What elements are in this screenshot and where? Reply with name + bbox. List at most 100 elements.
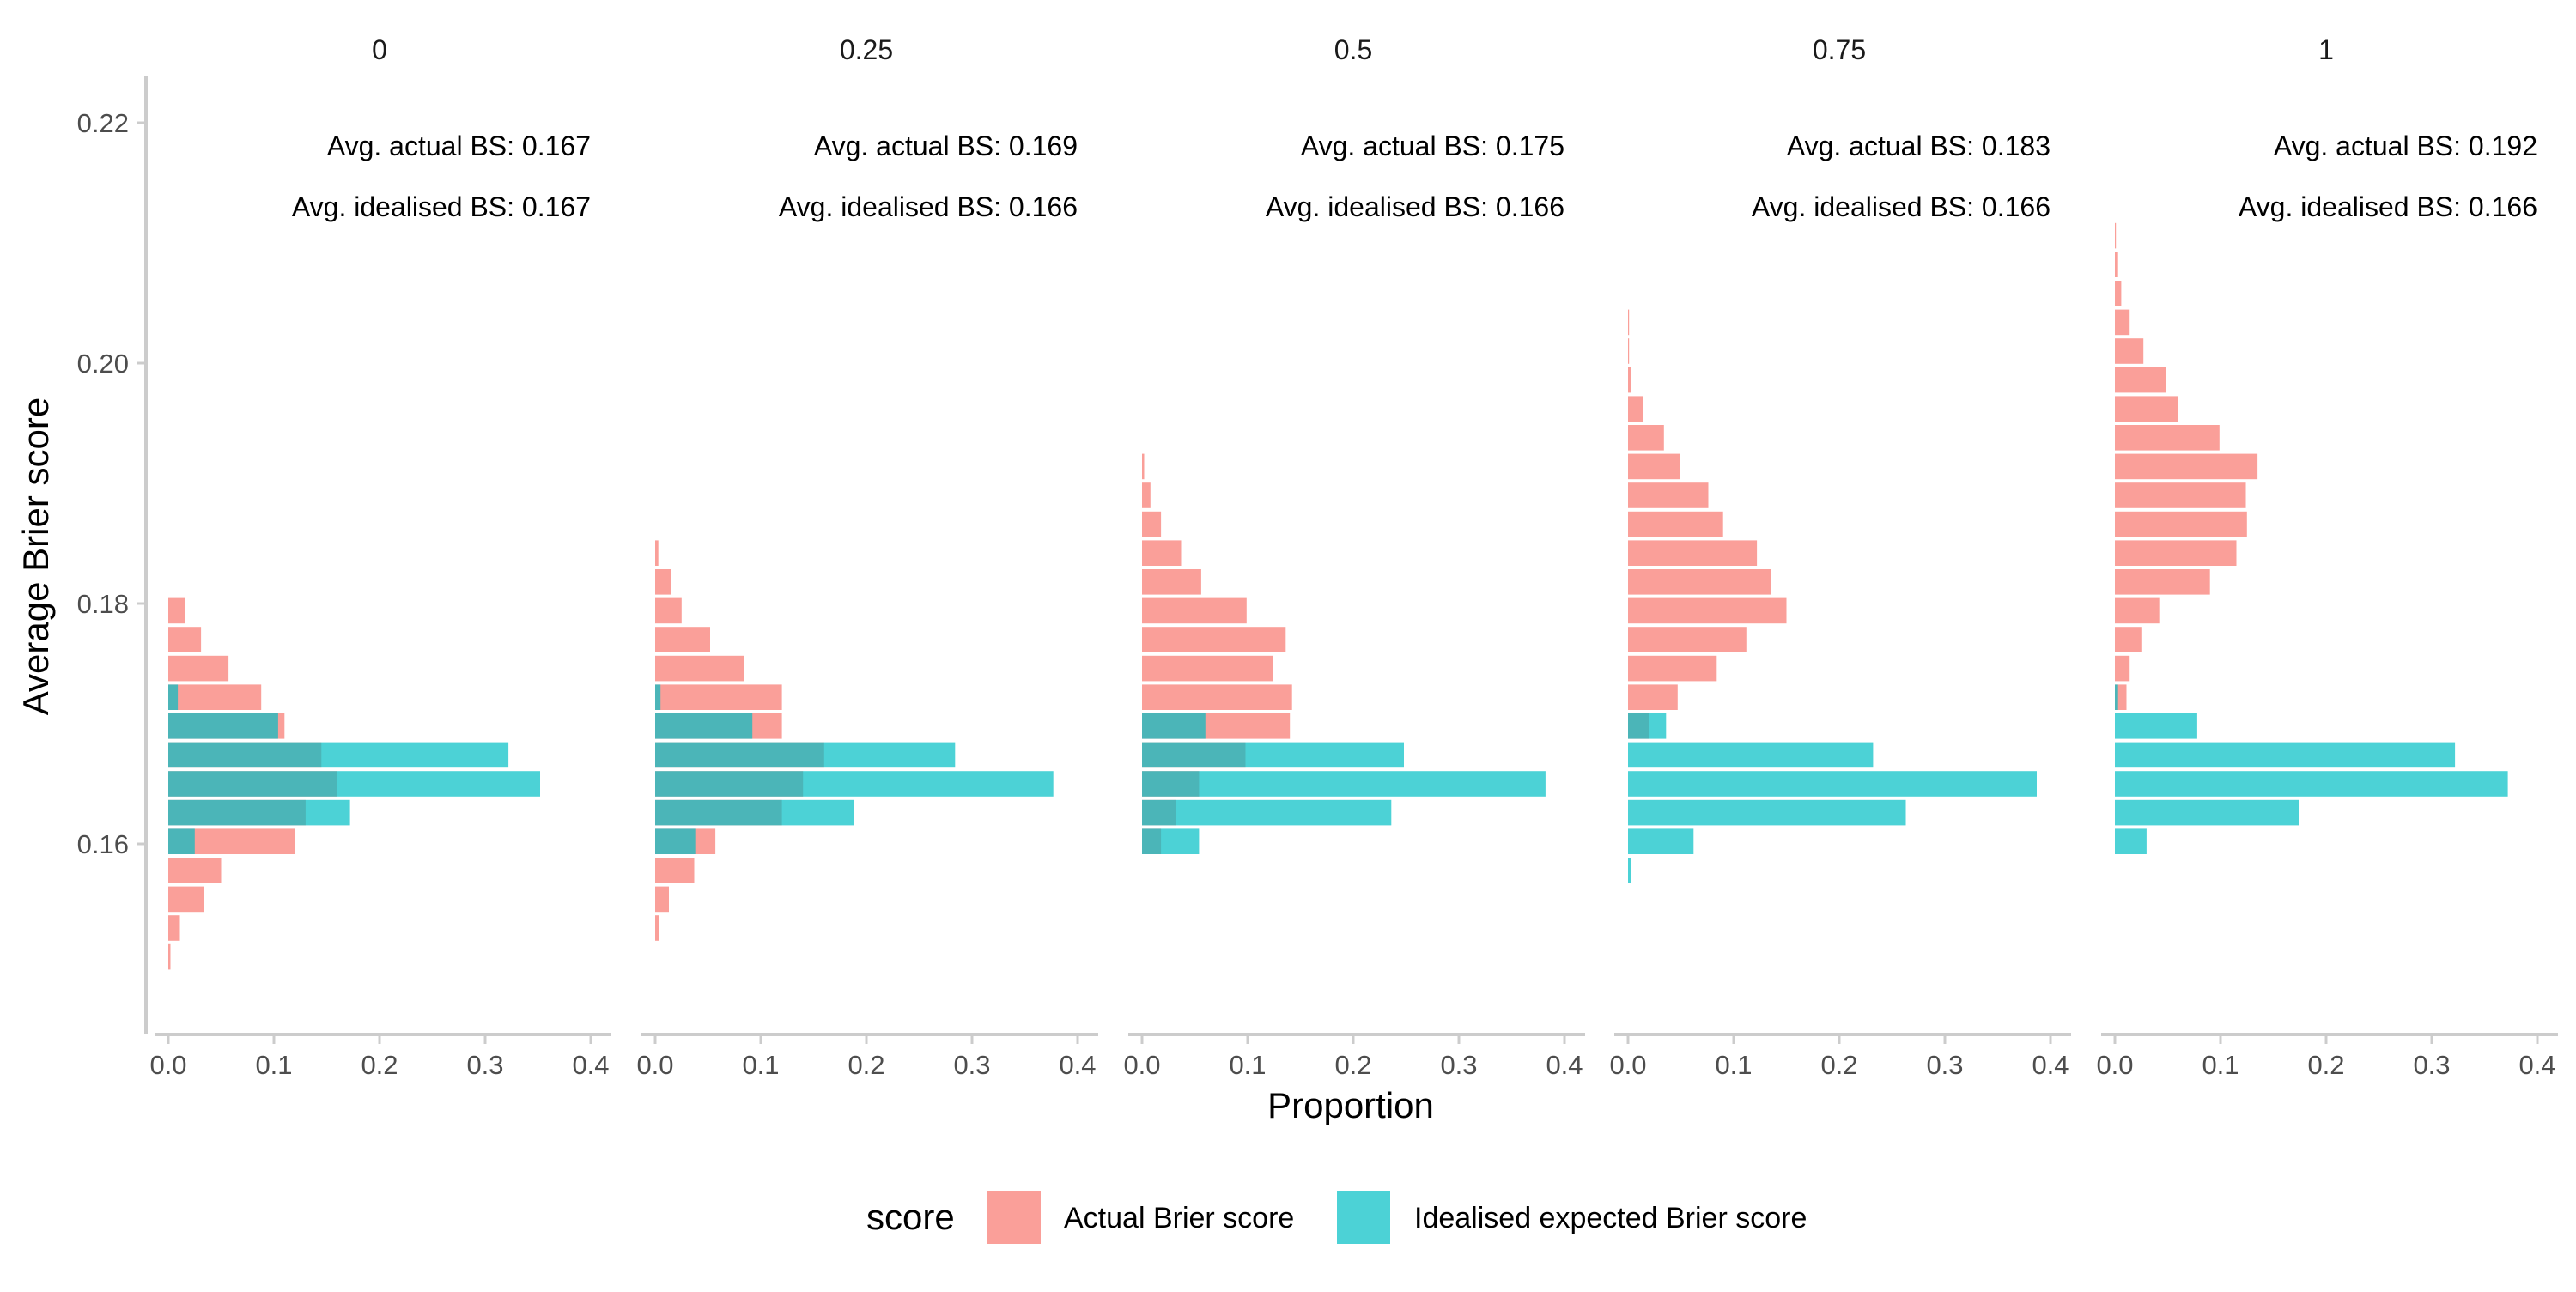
x-tick-label: 0.0 xyxy=(1609,1050,1646,1080)
histogram-bar xyxy=(1142,627,1286,652)
histogram-bar xyxy=(655,858,695,883)
histogram-bar xyxy=(2115,252,2118,277)
legend-key-actual xyxy=(987,1191,1041,1244)
histogram-bar xyxy=(1142,799,1392,826)
legend: score Actual Brier score Idealised expec… xyxy=(866,1191,1807,1244)
histogram-bar xyxy=(168,627,202,652)
facet-panel: 1 Avg. actual BS: 0.192 Avg. idealised BS:… xyxy=(2096,34,2558,1080)
histogram-bar xyxy=(168,655,229,682)
x-tick-label: 0.3 xyxy=(2413,1050,2450,1080)
histogram-bar xyxy=(168,597,185,624)
histogram-bar xyxy=(1628,655,1717,682)
x-tick-label: 0.3 xyxy=(466,1050,503,1080)
histogram-bar xyxy=(168,771,540,797)
histogram-bar xyxy=(168,915,180,941)
x-tick-label: 0.4 xyxy=(2032,1050,2069,1080)
histogram-bar xyxy=(2115,281,2122,306)
histogram-bar xyxy=(1142,771,1546,797)
facet-panel: 0.75 Avg. actual BS: 0.183 Avg. idealised … xyxy=(1609,34,2071,1080)
legend-label-idealised: Idealised expected Brier score xyxy=(1414,1202,1807,1234)
x-tick-label: 0.4 xyxy=(1546,1050,1583,1080)
histogram-bar xyxy=(1628,569,1771,595)
facet-strip-label: 0.5 xyxy=(1334,34,1372,65)
histogram-bar xyxy=(2115,655,2130,682)
histogram-bar xyxy=(1142,655,1273,682)
histogram-bar xyxy=(1628,742,1874,768)
histogram-bar xyxy=(1142,597,1247,624)
histogram-bar xyxy=(1142,569,1201,595)
avg-actual-annotation: Avg. actual BS: 0.183 xyxy=(1787,130,2050,161)
histogram-bar xyxy=(2115,742,2456,768)
histogram-bar xyxy=(168,828,195,854)
x-tick-label: 0.2 xyxy=(848,1050,884,1080)
avg-actual-annotation: Avg. actual BS: 0.192 xyxy=(2274,130,2537,161)
histogram-bar xyxy=(2115,828,2147,854)
histogram-bar xyxy=(1628,367,1631,393)
histogram-bar xyxy=(1142,828,1200,854)
x-tick-label: 0.3 xyxy=(1440,1050,1477,1080)
facet-strip-label: 1 xyxy=(2318,34,2334,65)
legend-title: score xyxy=(866,1197,955,1237)
histogram-bar xyxy=(1628,482,1709,508)
x-tick-label: 0.0 xyxy=(149,1050,186,1080)
facet-strip-label: 0.75 xyxy=(1813,34,1866,65)
histogram-bar xyxy=(2115,569,2210,595)
histogram-bar xyxy=(2115,799,2299,826)
panels-layer: 0 Avg. actual BS: 0.167 Avg. idealised BS:… xyxy=(149,34,2558,1080)
x-tick-label: 0.1 xyxy=(2202,1050,2239,1080)
avg-actual-annotation: Avg. actual BS: 0.167 xyxy=(327,130,591,161)
x-tick-label: 0.1 xyxy=(1715,1050,1752,1080)
x-tick-label: 0.2 xyxy=(1334,1050,1371,1080)
histogram-bar xyxy=(1628,540,1758,566)
avg-idealised-annotation: Avg. idealised BS: 0.167 xyxy=(292,191,591,222)
histogram-bar xyxy=(2115,482,2246,508)
histogram-bar xyxy=(168,713,278,739)
x-axis-title: Proportion xyxy=(1267,1085,1434,1125)
histogram-bar xyxy=(1142,482,1151,508)
histogram-bar xyxy=(1628,828,1694,854)
histogram-bar xyxy=(1628,771,2037,797)
x-tick-label: 0.4 xyxy=(2518,1050,2555,1080)
histogram-bar xyxy=(655,771,1054,797)
y-tick-label: 0.18 xyxy=(77,589,129,619)
histogram-bar xyxy=(2115,425,2220,451)
histogram-bar xyxy=(168,858,222,883)
histogram-bar xyxy=(2115,771,2508,797)
avg-actual-annotation: Avg. actual BS: 0.175 xyxy=(1301,130,1564,161)
x-tick-label: 0.0 xyxy=(2096,1050,2133,1080)
histogram-bar xyxy=(1628,858,1631,883)
x-tick-label: 0.1 xyxy=(255,1050,292,1080)
histogram-bar xyxy=(168,684,262,710)
histogram-bar xyxy=(655,569,671,595)
histogram-bar xyxy=(1628,338,1630,364)
facet-panel: 0 Avg. actual BS: 0.167 Avg. idealised BS:… xyxy=(149,34,611,1080)
histogram-bar xyxy=(2115,511,2247,537)
histogram-bar xyxy=(1628,309,1630,336)
histogram-bar xyxy=(1142,453,1145,480)
histogram-bar xyxy=(1628,453,1680,480)
legend-label-actual: Actual Brier score xyxy=(1064,1202,1294,1234)
y-tick-label: 0.22 xyxy=(77,108,129,138)
histogram-bar xyxy=(655,799,854,826)
histogram-bar xyxy=(2115,597,2160,624)
x-tick-label: 0.1 xyxy=(1229,1050,1266,1080)
histogram-bar xyxy=(2115,684,2118,710)
avg-idealised-annotation: Avg. idealised BS: 0.166 xyxy=(2239,191,2537,222)
legend-key-idealised xyxy=(1337,1191,1390,1244)
histogram-bar xyxy=(168,943,171,970)
x-tick-label: 0.3 xyxy=(1926,1050,1963,1080)
histogram-bar xyxy=(1142,684,1292,710)
histogram-bar xyxy=(1628,713,1667,739)
x-tick-label: 0.3 xyxy=(953,1050,990,1080)
x-tick-label: 0.1 xyxy=(742,1050,779,1080)
x-tick-label: 0.2 xyxy=(361,1050,398,1080)
histogram-bar xyxy=(655,915,659,941)
x-tick-label: 0.2 xyxy=(2307,1050,2344,1080)
histogram-bar xyxy=(655,828,696,854)
histogram-bar xyxy=(2115,540,2237,566)
histogram-bar xyxy=(1628,684,1678,710)
histogram-bar xyxy=(655,742,956,768)
y-tick-label: 0.20 xyxy=(77,349,129,379)
